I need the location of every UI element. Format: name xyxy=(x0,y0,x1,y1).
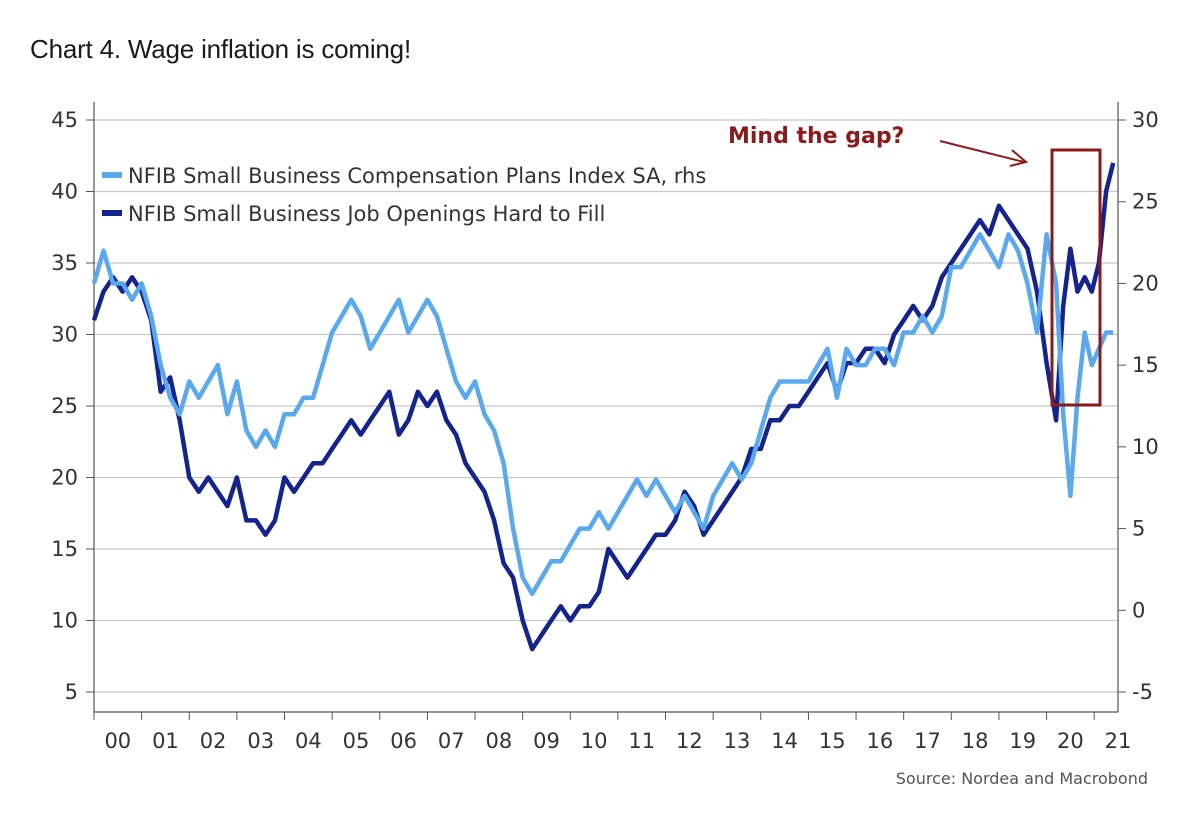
x-tick-label: 03 xyxy=(247,729,274,753)
x-tick-label: 10 xyxy=(581,729,608,753)
right-tick-label: 30 xyxy=(1132,108,1159,132)
left-tick-label: 5 xyxy=(65,680,78,704)
x-tick-label: 18 xyxy=(962,729,989,753)
left-tick-label: 10 xyxy=(51,609,78,633)
gridlines xyxy=(94,119,1118,693)
left-tick-label: 45 xyxy=(51,108,78,132)
x-tick-label: 01 xyxy=(152,729,179,753)
x-tick-label: 09 xyxy=(533,729,560,753)
x-tick-label: 05 xyxy=(343,729,370,753)
x-tick-label: 00 xyxy=(104,729,131,753)
x-tick-label: 12 xyxy=(676,729,703,753)
series-layer xyxy=(91,162,1116,652)
x-tick-label: 14 xyxy=(771,729,798,753)
x-tick-label: 04 xyxy=(295,729,322,753)
right-tick-label: 25 xyxy=(1132,190,1159,214)
x-tick-label: 15 xyxy=(819,729,846,753)
right-tick-label: 5 xyxy=(1132,517,1145,541)
left-tick-label: 25 xyxy=(51,394,78,418)
x-tick-label: 08 xyxy=(485,729,512,753)
x-tick-label: 06 xyxy=(390,729,417,753)
annotation-text: Mind the gap? xyxy=(728,124,904,149)
annotation-arrowhead xyxy=(1009,149,1029,167)
left-tick-label: 15 xyxy=(51,537,78,561)
x-tick-label: 17 xyxy=(914,729,941,753)
left-tick-label: 20 xyxy=(51,466,78,490)
annotation-group: Mind the gap? xyxy=(728,124,1102,407)
right-tick-label: 20 xyxy=(1132,271,1159,295)
x-tick-label: 07 xyxy=(438,729,465,753)
right-tick-label: 0 xyxy=(1132,598,1145,622)
x-tick-label: 02 xyxy=(200,729,227,753)
series-line-job-openings xyxy=(91,162,1116,652)
x-tick-label: 19 xyxy=(1009,729,1036,753)
source-note: Source: Nordea and Macrobond xyxy=(895,769,1148,788)
left-tick-label: 40 xyxy=(51,180,78,204)
x-tick-label: 21 xyxy=(1105,729,1132,753)
x-tick-label: 16 xyxy=(866,729,893,753)
x-tick-label: 11 xyxy=(628,729,655,753)
series-line-compensation xyxy=(91,232,1114,597)
annotation-arrow xyxy=(939,140,1025,163)
left-tick-label: 35 xyxy=(51,251,78,275)
right-axis-ticks: 30 25 20 15 10 5 0 -5 xyxy=(1118,108,1159,704)
right-tick-label: 15 xyxy=(1132,353,1159,377)
chart-title: Chart 4. Wage inflation is coming! xyxy=(30,34,411,64)
x-tick-label: 20 xyxy=(1057,729,1084,753)
legend: NFIB Small Business Compensation Plans I… xyxy=(102,164,706,226)
legend-label-job-openings: NFIB Small Business Job Openings Hard to… xyxy=(128,202,605,226)
x-axis-ticks: 00 01 02 03 04 05 06 07 08 09 10 11 12 13 14 15 16 17 18 19… xyxy=(93,712,1132,753)
legend-label-compensation: NFIB Small Business Compensation Plans I… xyxy=(128,164,706,188)
left-tick-label: 30 xyxy=(51,323,78,347)
x-tick-label: 13 xyxy=(724,729,751,753)
right-tick-label: 10 xyxy=(1132,435,1159,459)
left-axis-ticks: 45 40 35 30 25 20 15 10 5 xyxy=(51,108,94,704)
highlight-box xyxy=(1050,148,1102,407)
right-tick-label: -5 xyxy=(1132,680,1153,704)
